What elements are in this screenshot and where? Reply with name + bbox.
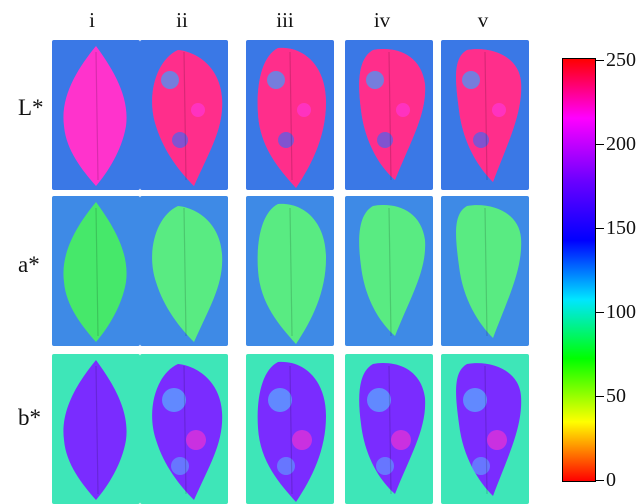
- colorbar: 250 200 150 100 50 0: [562, 50, 636, 490]
- column-label-iii: iii: [276, 8, 294, 32]
- leaf-image: [246, 196, 334, 346]
- colorbar-tick-label: 250: [606, 49, 636, 71]
- leaf-image: [441, 40, 529, 190]
- colorbar-tick: [596, 60, 604, 61]
- leaf-image: [441, 354, 529, 504]
- column-label-iv: iv: [373, 8, 391, 32]
- leaf-panel-L-iii: [246, 40, 334, 190]
- leaf-image: [52, 196, 140, 346]
- colorbar-tick-label: 0: [606, 469, 616, 491]
- column-label-ii: ii: [176, 8, 188, 32]
- row-label-a: a*: [18, 252, 40, 277]
- leaf-image: [246, 40, 334, 190]
- leaf-image: [345, 354, 433, 504]
- colorbar-tick: [596, 480, 604, 481]
- colorbar-tick-label: 50: [606, 385, 626, 407]
- leaf-image: [246, 354, 334, 504]
- leaf-image: [140, 354, 228, 504]
- leaf-panel-b-iii: [246, 354, 334, 504]
- colorbar-tick-label: 150: [606, 217, 636, 239]
- colorbar-tick-label: 200: [606, 133, 636, 155]
- leaf-panel-L-v: [441, 40, 529, 190]
- leaf-image: [345, 196, 433, 346]
- leaf-panel-b-ii: [140, 354, 228, 504]
- leaf-panel-a-ii: [140, 196, 228, 346]
- leaf-image: [140, 40, 228, 190]
- colorbar-gradient: [562, 58, 596, 482]
- leaf-panel-a-iii: [246, 196, 334, 346]
- colorbar-tick-label: 100: [606, 301, 636, 323]
- column-label-i: i: [89, 8, 95, 32]
- leaf-panel-L-ii: [140, 40, 228, 190]
- leaf-panel-b-v: [441, 354, 529, 504]
- row-label-L: L*: [18, 95, 44, 120]
- leaf-image: [441, 196, 529, 346]
- leaf-panel-a-i: [52, 196, 140, 346]
- row-label-b: b*: [18, 405, 41, 430]
- leaf-image: [52, 354, 140, 504]
- leaf-image: [345, 40, 433, 190]
- leaf-panel-L-i: [52, 40, 140, 190]
- colorbar-tick: [596, 396, 604, 397]
- leaf-panel-b-i: [52, 354, 140, 504]
- colorbar-tick: [596, 144, 604, 145]
- leaf-image: [52, 40, 140, 190]
- leaf-image: [140, 196, 228, 346]
- column-label-v: v: [477, 8, 489, 32]
- leaf-panel-b-iv: [345, 354, 433, 504]
- colorbar-tick: [596, 312, 604, 313]
- leaf-panel-a-v: [441, 196, 529, 346]
- colorbar-tick: [596, 228, 604, 229]
- leaf-panel-a-iv: [345, 196, 433, 346]
- leaf-panel-L-iv: [345, 40, 433, 190]
